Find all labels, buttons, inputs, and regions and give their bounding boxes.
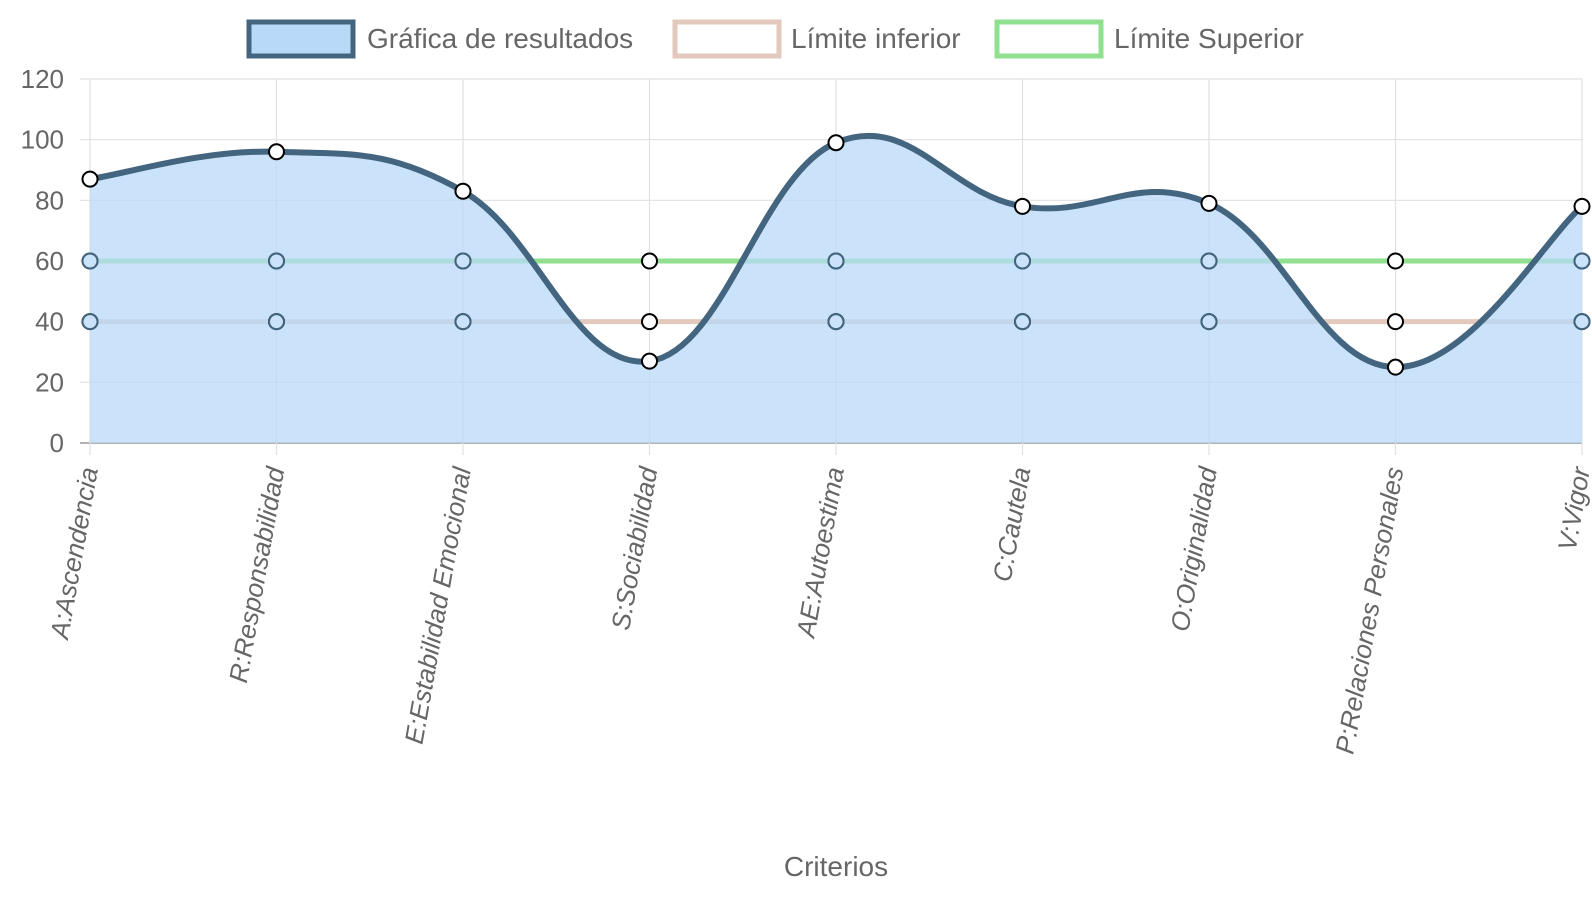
data-point-overlay [1014, 313, 1031, 331]
data-point-overlay [1200, 252, 1218, 270]
series-area-fill [90, 135, 1582, 443]
y-tick-label: 60 [35, 246, 64, 276]
data-point[interactable] [1387, 313, 1404, 331]
data-point-overlay [1014, 252, 1031, 270]
data-point-overlay [1200, 313, 1218, 331]
y-tick-label: 120 [21, 64, 64, 94]
data-point[interactable] [1387, 358, 1404, 376]
legend-swatch [994, 19, 1104, 59]
legend-label: Límite Superior [1114, 23, 1304, 54]
series-lines [87, 133, 1585, 443]
data-point[interactable] [454, 182, 472, 200]
x-tick-label: C:Cautela [987, 465, 1037, 584]
x-tick-label: A:Ascendencia [44, 465, 104, 643]
y-tick-label: 80 [35, 185, 64, 215]
data-point-overlay [268, 252, 285, 270]
y-tick-label: 0 [50, 428, 64, 458]
data-point[interactable] [827, 134, 845, 152]
legend-item[interactable]: Límite inferior [672, 19, 961, 59]
legend-swatch [246, 19, 356, 59]
legend[interactable]: Gráfica de resultados Límite inferior Lími… [246, 19, 1304, 59]
legend-label: Límite inferior [791, 23, 961, 54]
y-tick-label: 100 [21, 125, 64, 155]
data-point-overlay [827, 252, 845, 270]
y-tick-label: 40 [35, 307, 64, 337]
data-point[interactable] [641, 352, 658, 370]
x-tick-label: P:Relaciones Personales [1329, 465, 1409, 756]
data-point[interactable] [1014, 197, 1031, 215]
data-point[interactable] [641, 313, 658, 331]
data-point[interactable] [1387, 252, 1404, 270]
data-point-overlay [1573, 252, 1591, 270]
data-point-overlay [454, 252, 472, 270]
data-point-overlay [81, 313, 99, 331]
x-tick-label: O:Originalidad [1165, 463, 1224, 633]
data-point[interactable] [1200, 194, 1218, 212]
series-points [81, 134, 1591, 376]
x-tick-label: E:Estabilidad Emocional [399, 464, 477, 747]
data-point[interactable] [641, 252, 658, 270]
legend-item[interactable]: Gráfica de resultados [246, 19, 633, 59]
data-point[interactable] [1573, 197, 1591, 215]
data-point-overlay [81, 252, 99, 270]
x-tick-label: V:Vigor [1552, 464, 1592, 554]
data-point[interactable] [268, 143, 285, 161]
x-tick-label: S:Sociabilidad [605, 463, 663, 632]
x-tick-label: R:Responsabilidad [223, 463, 291, 685]
y-tick-label: 20 [35, 367, 64, 397]
y-axis: 0 20 40 60 80 100 120 [21, 64, 64, 458]
data-point-overlay [1573, 313, 1591, 331]
legend-item[interactable]: Límite Superior [994, 19, 1304, 59]
data-point[interactable] [81, 170, 99, 188]
x-tick-label: AE:Autoestima [790, 465, 850, 642]
legend-label: Gráfica de resultados [367, 23, 633, 54]
x-axis-title: Criterios [784, 851, 888, 882]
legend-swatch [672, 19, 782, 59]
data-point-overlay [827, 313, 845, 331]
data-point-overlay [454, 313, 472, 331]
data-point-overlay [268, 313, 285, 331]
x-axis: A:Ascendencia R:Responsabilidad E:Estabili… [44, 463, 1592, 756]
